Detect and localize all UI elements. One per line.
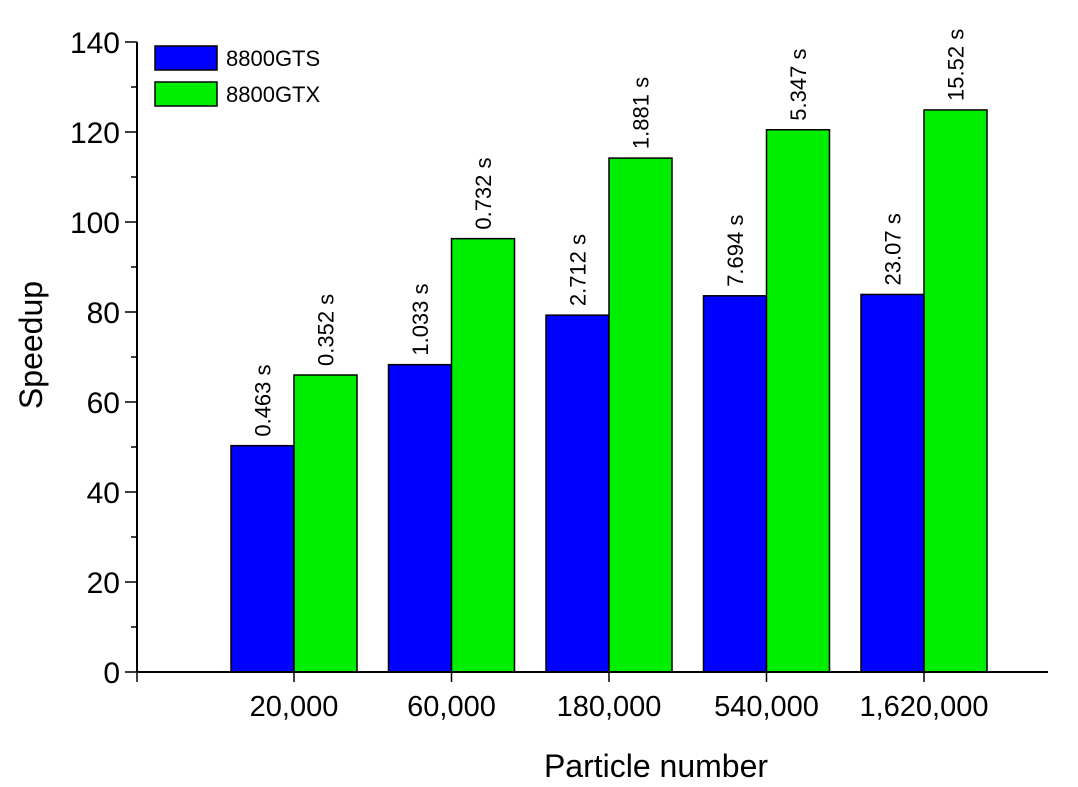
- bar-8800gts-2: [546, 315, 609, 672]
- x-tick-label: 20,000: [250, 691, 339, 723]
- bar-value-label: 5.347 s: [786, 49, 811, 121]
- bar-8800gtx-4: [924, 110, 987, 672]
- bar-8800gts-0: [231, 446, 294, 672]
- y-tick-label: 140: [70, 27, 120, 60]
- bar-8800gtx-2: [609, 158, 672, 672]
- y-tick-label: 0: [103, 657, 120, 690]
- bar-value-label: 1.033 s: [408, 283, 433, 355]
- bars-layer: [231, 110, 987, 672]
- bar-value-label: 0.463 s: [251, 364, 276, 436]
- bar-8800gts-1: [389, 365, 452, 672]
- bar-8800gtx-3: [767, 130, 830, 672]
- bar-value-label: 1.881 s: [629, 77, 654, 149]
- y-axis-label: Speedup: [13, 281, 49, 409]
- bar-value-label: 7.694 s: [723, 215, 748, 287]
- y-tick-label: 40: [87, 477, 120, 510]
- legend-label-8800gtx: 8800GTX: [226, 82, 320, 107]
- bar-value-label: 2.712 s: [566, 234, 591, 306]
- bar-8800gtx-1: [452, 239, 515, 672]
- y-tick-label: 80: [87, 297, 120, 330]
- legend-swatch-8800gts: [155, 46, 217, 70]
- x-tick-label: 540,000: [714, 691, 819, 723]
- x-tick-label: 180,000: [557, 691, 662, 723]
- bar-value-label: 23.07 s: [881, 213, 906, 285]
- y-tick-label: 120: [70, 117, 120, 150]
- bar-value-label: 15.52 s: [944, 29, 969, 101]
- legend-label-8800gts: 8800GTS: [226, 46, 320, 71]
- x-tick-label: 1,620,000: [859, 691, 988, 723]
- bar-8800gtx-0: [294, 375, 357, 672]
- bar-8800gts-3: [704, 296, 767, 672]
- y-tick-label: 20: [87, 567, 120, 600]
- x-axis-label: Particle number: [544, 748, 768, 784]
- y-tick-label: 60: [87, 387, 120, 420]
- legend: 8800GTS 8800GTX: [155, 46, 320, 107]
- x-tick-label: 60,000: [407, 691, 496, 723]
- y-tick-label: 100: [70, 207, 120, 240]
- y-ticks-layer: 0 20 40 60 80 100 120 140: [70, 27, 137, 690]
- bar-value-label: 0.732 s: [471, 157, 496, 229]
- x-ticks-layer: 20,000 60,000 180,000 540,000 1,620,000: [137, 672, 989, 723]
- bar-value-label: 0.352 s: [314, 294, 339, 366]
- bar-8800gts-4: [861, 294, 924, 672]
- legend-swatch-8800gtx: [155, 82, 217, 106]
